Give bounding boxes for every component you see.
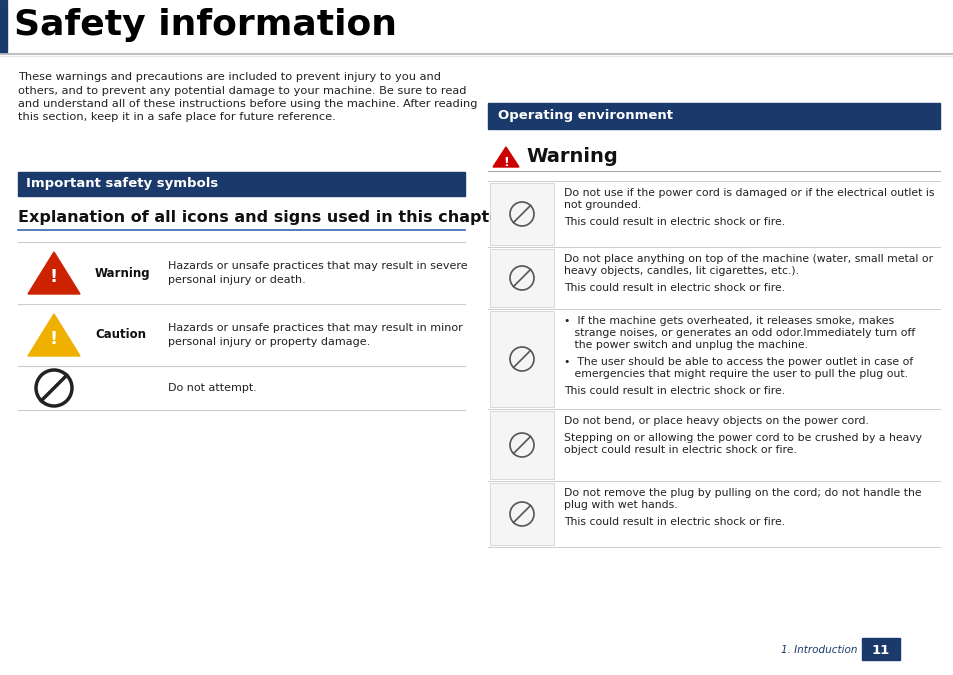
Bar (18, 172, 464, 196)
Text: Warning: Warning (525, 147, 618, 166)
Text: Stepping on or allowing the power cord to be crushed by a heavy: Stepping on or allowing the power cord t… (563, 433, 921, 443)
Text: Caution: Caution (95, 329, 146, 342)
Text: !: ! (502, 155, 508, 169)
Text: Do not bend, or place heavy objects on the power cord.: Do not bend, or place heavy objects on t… (563, 416, 868, 426)
Text: Safety information: Safety information (14, 8, 396, 42)
Text: •  The user should be able to access the power outlet in case of: • The user should be able to access the … (563, 357, 912, 367)
Text: This could result in electric shock or fire.: This could result in electric shock or f… (563, 283, 784, 293)
Bar (862, 638, 899, 660)
Text: object could result in electric shock or fire.: object could result in electric shock or… (563, 445, 796, 455)
Text: This could result in electric shock or fire.: This could result in electric shock or f… (563, 517, 784, 527)
Bar (490, 249, 554, 307)
Text: Do not attempt.: Do not attempt. (168, 383, 256, 393)
Text: This could result in electric shock or fire.: This could result in electric shock or f… (563, 217, 784, 227)
Text: •  If the machine gets overheated, it releases smoke, makes: • If the machine gets overheated, it rel… (563, 316, 893, 326)
Bar (490, 183, 554, 245)
Bar (488, 103, 939, 129)
Text: 1. Introduction: 1. Introduction (781, 645, 857, 655)
Text: Important safety symbols: Important safety symbols (26, 178, 218, 190)
Text: Hazards or unsafe practices that may result in minor: Hazards or unsafe practices that may res… (168, 323, 462, 333)
Text: !: ! (50, 268, 58, 286)
Text: These warnings and precautions are included to prevent injury to you and: These warnings and precautions are inclu… (18, 72, 440, 82)
Text: emergencies that might require the user to pull the plug out.: emergencies that might require the user … (563, 369, 907, 379)
Text: others, and to prevent any potential damage to your machine. Be sure to read: others, and to prevent any potential dam… (18, 86, 466, 95)
Text: heavy objects, candles, lit cigarettes, etc.).: heavy objects, candles, lit cigarettes, … (563, 266, 799, 276)
Text: the power switch and unplug the machine.: the power switch and unplug the machine. (563, 340, 807, 350)
Bar (490, 483, 554, 545)
Text: Do not remove the plug by pulling on the cord; do not handle the: Do not remove the plug by pulling on the… (563, 488, 921, 498)
Text: and understand all of these instructions before using the machine. After reading: and understand all of these instructions… (18, 99, 477, 109)
Bar (490, 311, 554, 407)
Polygon shape (28, 314, 80, 356)
Text: not grounded.: not grounded. (563, 200, 640, 210)
Text: plug with wet hands.: plug with wet hands. (563, 500, 677, 510)
Polygon shape (28, 252, 80, 294)
Bar (490, 411, 554, 479)
Text: Warning: Warning (95, 267, 151, 279)
Text: Hazards or unsafe practices that may result in severe: Hazards or unsafe practices that may res… (168, 261, 467, 271)
Text: !: ! (50, 330, 58, 348)
Polygon shape (493, 147, 518, 167)
Text: Do not use if the power cord is damaged or if the electrical outlet is: Do not use if the power cord is damaged … (563, 188, 934, 198)
Text: strange noises, or generates an odd odor.Immediately turn off: strange noises, or generates an odd odor… (563, 328, 914, 338)
Text: Do not place anything on top of the machine (water, small metal or: Do not place anything on top of the mach… (563, 254, 932, 264)
Bar (0, 0, 7, 52)
Text: This could result in electric shock or fire.: This could result in electric shock or f… (563, 386, 784, 396)
Text: this section, keep it in a safe place for future reference.: this section, keep it in a safe place fo… (18, 113, 335, 122)
Text: personal injury or property damage.: personal injury or property damage. (168, 337, 370, 347)
Text: Operating environment: Operating environment (497, 109, 672, 122)
Text: personal injury or death.: personal injury or death. (168, 275, 305, 285)
Text: Explanation of all icons and signs used in this chapter: Explanation of all icons and signs used … (18, 210, 508, 225)
Text: 11: 11 (871, 643, 889, 657)
